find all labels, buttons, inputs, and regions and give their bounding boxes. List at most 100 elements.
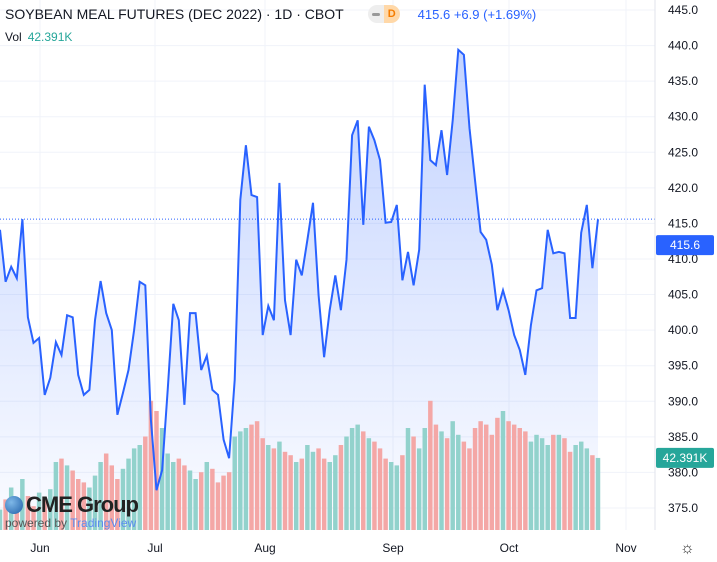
last-price: 415.6 bbox=[417, 6, 451, 22]
logo-text: CME Group bbox=[26, 492, 139, 517]
volume-bar bbox=[433, 424, 439, 530]
y-tick-label: 375.0 bbox=[668, 501, 698, 515]
x-tick-label: Jul bbox=[147, 541, 162, 555]
y-tick-label: 430.0 bbox=[668, 110, 698, 124]
volume-bar bbox=[562, 438, 567, 530]
vol-label: Vol bbox=[5, 30, 22, 44]
volume-bar bbox=[249, 424, 254, 530]
volume-bar bbox=[131, 448, 137, 530]
volume-bar bbox=[349, 428, 355, 530]
last-volume-label: 42.391K bbox=[663, 451, 708, 465]
settings-gear-icon[interactable]: ☼ bbox=[680, 540, 695, 557]
volume-bar bbox=[182, 465, 187, 530]
volume-bar bbox=[277, 441, 282, 530]
volume-bar bbox=[109, 465, 115, 530]
y-tick-label: 445.0 bbox=[668, 3, 698, 17]
globe-icon bbox=[5, 496, 23, 514]
volume-bar bbox=[545, 445, 550, 530]
volume-bar bbox=[383, 458, 388, 530]
chart-header: SOYBEAN MEAL FUTURES (DEC 2022) · 1D · C… bbox=[5, 5, 536, 23]
last-price-label: 415.6 bbox=[670, 238, 700, 252]
x-tick-label: Nov bbox=[615, 541, 636, 555]
volume-bar bbox=[551, 434, 556, 530]
volume-bar bbox=[511, 424, 517, 530]
volume-bar bbox=[523, 431, 528, 530]
volume-bar bbox=[254, 421, 260, 530]
volume-bar bbox=[42, 499, 47, 530]
volume-bar bbox=[92, 475, 98, 530]
volume-bar bbox=[305, 445, 310, 530]
volume-bar bbox=[416, 448, 422, 530]
y-tick-label: 385.0 bbox=[668, 430, 698, 444]
volume-bar bbox=[584, 448, 590, 530]
volume-bar bbox=[154, 411, 159, 530]
volume-bar bbox=[215, 482, 221, 530]
x-tick-label: Oct bbox=[500, 541, 519, 555]
volume-bar bbox=[210, 468, 215, 530]
volume-bar bbox=[439, 431, 444, 530]
price-line bbox=[0, 47, 599, 491]
volume-bar bbox=[400, 455, 405, 530]
volume-bar bbox=[3, 499, 8, 530]
x-tick-label: Jun bbox=[30, 541, 49, 555]
volume-bar bbox=[260, 438, 265, 530]
volume-bar bbox=[221, 475, 226, 530]
volume-bar bbox=[495, 417, 500, 530]
volume-bar bbox=[165, 453, 170, 530]
volume-bar bbox=[70, 470, 75, 530]
volume-bar bbox=[187, 470, 193, 530]
volume-legend: Vol 42.391K bbox=[5, 30, 72, 44]
volume-bar bbox=[81, 482, 87, 530]
volume-bar bbox=[388, 462, 394, 530]
volume-bar bbox=[355, 424, 360, 530]
powered-by: powered by bbox=[5, 516, 68, 530]
volume-bar bbox=[143, 436, 148, 530]
volume-bar bbox=[299, 458, 305, 530]
change: +6.9 bbox=[453, 6, 480, 22]
volume-bar bbox=[25, 496, 31, 530]
volume-bar bbox=[372, 441, 377, 530]
volume-bar bbox=[539, 438, 545, 530]
y-tick-label: 405.0 bbox=[668, 288, 698, 302]
volume-bar bbox=[595, 457, 601, 530]
volume-bar bbox=[148, 400, 154, 530]
volume-bar bbox=[461, 441, 467, 530]
last-price-label-box bbox=[656, 235, 714, 256]
volume-bar bbox=[556, 434, 562, 530]
y-tick-label: 410.0 bbox=[668, 252, 698, 266]
volume-bar bbox=[53, 462, 59, 530]
volume-bar bbox=[59, 458, 64, 530]
volume-bar bbox=[405, 428, 411, 530]
volume-bar bbox=[282, 451, 288, 530]
volume-bar bbox=[137, 445, 142, 530]
volume-bar bbox=[226, 472, 232, 530]
volume-bar bbox=[483, 424, 489, 530]
volume-bar bbox=[528, 441, 534, 530]
volume-bar bbox=[517, 428, 522, 530]
volume-bar bbox=[14, 502, 20, 530]
volume-bar bbox=[0, 509, 3, 530]
tradingview-link[interactable]: TradingView bbox=[70, 516, 137, 530]
volume-bar bbox=[171, 462, 176, 530]
last-volume-label-box bbox=[656, 447, 714, 468]
volume-bar bbox=[422, 428, 427, 530]
volume-bar bbox=[31, 506, 36, 530]
volume-bar bbox=[64, 465, 70, 530]
volume-bar bbox=[310, 451, 316, 530]
volume-bar bbox=[411, 436, 416, 530]
interval-badge[interactable]: D bbox=[367, 5, 400, 23]
y-tick-label: 400.0 bbox=[668, 323, 698, 337]
x-tick-label: Sep bbox=[382, 541, 404, 555]
badge-d: D bbox=[383, 5, 400, 23]
cme-logo[interactable]: CME Group powered by TradingView bbox=[5, 492, 139, 530]
volume-bar bbox=[120, 468, 126, 530]
volume-bar bbox=[573, 445, 578, 530]
volume-bar bbox=[126, 458, 131, 530]
volume-bar bbox=[232, 436, 237, 530]
volume-bar bbox=[327, 462, 332, 530]
y-tick-label: 435.0 bbox=[668, 74, 698, 88]
volume-bar bbox=[159, 428, 165, 530]
volume-bar bbox=[333, 455, 338, 530]
volume-bar bbox=[176, 458, 182, 530]
